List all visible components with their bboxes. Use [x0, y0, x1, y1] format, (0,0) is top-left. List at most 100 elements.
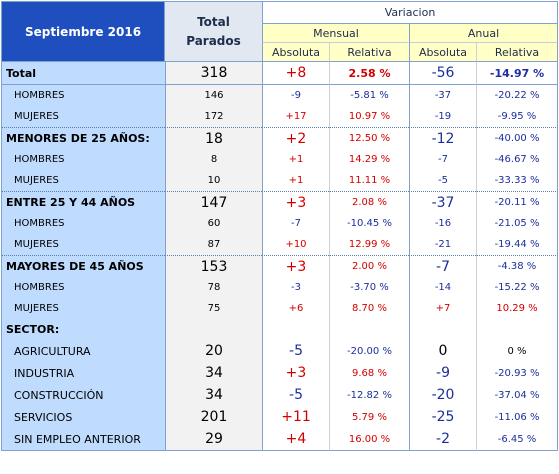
row-total-value: 87 [165, 234, 262, 255]
row-total-value: 18 [165, 127, 262, 149]
row-anual-absoluta: -56 [409, 62, 476, 85]
row-label: MENORES DE 25 AÑOS: [1, 127, 165, 149]
row-mensual-absoluta: +1 [262, 170, 329, 191]
row-anual-relativa: -20.11 % [476, 191, 559, 213]
row-label: HOMBRES [1, 85, 165, 106]
row-mensual-relativa: 11.11 % [329, 170, 409, 191]
row-total-value: 75 [165, 298, 262, 319]
row-total-value: 146 [165, 85, 262, 106]
row-label: AGRICULTURA [1, 340, 165, 362]
table-row: HOMBRES 8 +1 14.29 % -7 -46.67 % [1, 149, 559, 170]
row-anual-absoluta: -37 [409, 191, 476, 213]
row-mensual-relativa: -20.00 % [329, 340, 409, 362]
row-mensual-relativa: 2.08 % [329, 191, 409, 213]
row-mensual-absoluta: +1 [262, 149, 329, 170]
row-anual-relativa: -6.45 % [476, 428, 559, 451]
row-mensual-relativa: 12.99 % [329, 234, 409, 255]
row-anual-absoluta: -25 [409, 406, 476, 428]
row-mensual-relativa: -3.70 % [329, 277, 409, 298]
row-label: SECTOR: [1, 319, 165, 340]
row-mensual-absoluta: +6 [262, 298, 329, 319]
row-mensual-relativa: 2.00 % [329, 255, 409, 277]
row-anual-absoluta: -9 [409, 362, 476, 384]
table-row: HOMBRES 60 -7 -10.45 % -16 -21.05 % [1, 213, 559, 234]
row-label: INDUSTRIA [1, 362, 165, 384]
row-total-value: 201 [165, 406, 262, 428]
row-total-value: 20 [165, 340, 262, 362]
row-total-value: 10 [165, 170, 262, 191]
row-label: ENTRE 25 Y 44 AÑOS [1, 191, 165, 213]
row-label: HOMBRES [1, 213, 165, 234]
row-anual-absoluta: -14 [409, 277, 476, 298]
table-row: INDUSTRIA 34 +3 9.68 % -9 -20.93 % [1, 362, 559, 384]
row-mensual-absoluta: +4 [262, 428, 329, 451]
unemployment-table: Septiembre 2016 Total Parados Variacion … [1, 1, 559, 451]
row-anual-relativa: -37.04 % [476, 384, 559, 406]
row-label: MUJERES [1, 234, 165, 255]
row-anual-relativa: -19.44 % [476, 234, 559, 255]
row-mensual-absoluta: -9 [262, 85, 329, 106]
table-row: HOMBRES 78 -3 -3.70 % -14 -15.22 % [1, 277, 559, 298]
row-anual-relativa: -15.22 % [476, 277, 559, 298]
row-mensual-absoluta: -7 [262, 213, 329, 234]
row-anual-relativa: -11.06 % [476, 406, 559, 428]
anual-header: Anual [409, 23, 559, 42]
row-label: SIN EMPLEO ANTERIOR [1, 428, 165, 451]
row-anual-relativa: -21.05 % [476, 213, 559, 234]
row-anual-absoluta: -19 [409, 106, 476, 127]
row-anual-absoluta: -21 [409, 234, 476, 255]
row-mensual-absoluta: +10 [262, 234, 329, 255]
row-anual-relativa: -9.95 % [476, 106, 559, 127]
row-anual-absoluta: -2 [409, 428, 476, 451]
row-mensual-absoluta: +11 [262, 406, 329, 428]
variacion-header: Variacion [262, 1, 559, 23]
row-label: HOMBRES [1, 277, 165, 298]
row-anual-absoluta: -20 [409, 384, 476, 406]
anual-absoluta-header: Absoluta [409, 42, 476, 62]
total-header-line1: Total [197, 14, 230, 29]
table-row: MAYORES DE 45 AÑOS 153 +3 2.00 % -7 -4.38 % [1, 255, 559, 277]
row-total-value: 78 [165, 277, 262, 298]
row-label: MAYORES DE 45 AÑOS [1, 255, 165, 277]
row-label: HOMBRES [1, 149, 165, 170]
table-row: HOMBRES 146 -9 -5.81 % -37 -20.22 % [1, 85, 559, 106]
row-anual-relativa: 0 % [476, 340, 559, 362]
row-anual-absoluta: 0 [409, 340, 476, 362]
table-row: AGRICULTURA 20 -5 -20.00 % 0 0 % [1, 340, 559, 362]
table-row: SECTOR: [1, 319, 559, 340]
table-row: SIN EMPLEO ANTERIOR 29 +4 16.00 % -2 -6.45 % [1, 428, 559, 451]
row-total-value [165, 319, 262, 340]
row-mensual-absoluta: -5 [262, 340, 329, 362]
row-anual-absoluta [409, 319, 476, 340]
row-mensual-relativa: 2.58 % [329, 62, 409, 85]
row-total-value: 8 [165, 149, 262, 170]
row-anual-relativa: -20.93 % [476, 362, 559, 384]
row-anual-relativa: -4.38 % [476, 255, 559, 277]
row-mensual-absoluta: +3 [262, 362, 329, 384]
row-mensual-absoluta: +8 [262, 62, 329, 85]
row-label: MUJERES [1, 106, 165, 127]
table-row: MUJERES 172 +17 10.97 % -19 -9.95 % [1, 106, 559, 127]
row-mensual-absoluta: -5 [262, 384, 329, 406]
row-anual-absoluta: -12 [409, 127, 476, 149]
row-total-value: 29 [165, 428, 262, 451]
table-row: MUJERES 10 +1 11.11 % -5 -33.33 % [1, 170, 559, 191]
table-row: MENORES DE 25 AÑOS: 18 +2 12.50 % -12 -40.00 … [1, 127, 559, 149]
row-anual-absoluta: -7 [409, 149, 476, 170]
row-total-value: 34 [165, 362, 262, 384]
row-mensual-absoluta: -3 [262, 277, 329, 298]
row-mensual-relativa: 12.50 % [329, 127, 409, 149]
mensual-absoluta-header: Absoluta [262, 42, 329, 62]
row-mensual-absoluta: +3 [262, 191, 329, 213]
row-mensual-relativa: 5.79 % [329, 406, 409, 428]
row-label: Total [1, 62, 165, 85]
table-row: MUJERES 87 +10 12.99 % -21 -19.44 % [1, 234, 559, 255]
row-anual-relativa: -33.33 % [476, 170, 559, 191]
row-mensual-relativa: 9.68 % [329, 362, 409, 384]
row-total-value: 34 [165, 384, 262, 406]
row-label: MUJERES [1, 170, 165, 191]
anual-relativa-header: Relativa [476, 42, 559, 62]
row-label: SERVICIOS [1, 406, 165, 428]
table-row: SERVICIOS 201 +11 5.79 % -25 -11.06 % [1, 406, 559, 428]
